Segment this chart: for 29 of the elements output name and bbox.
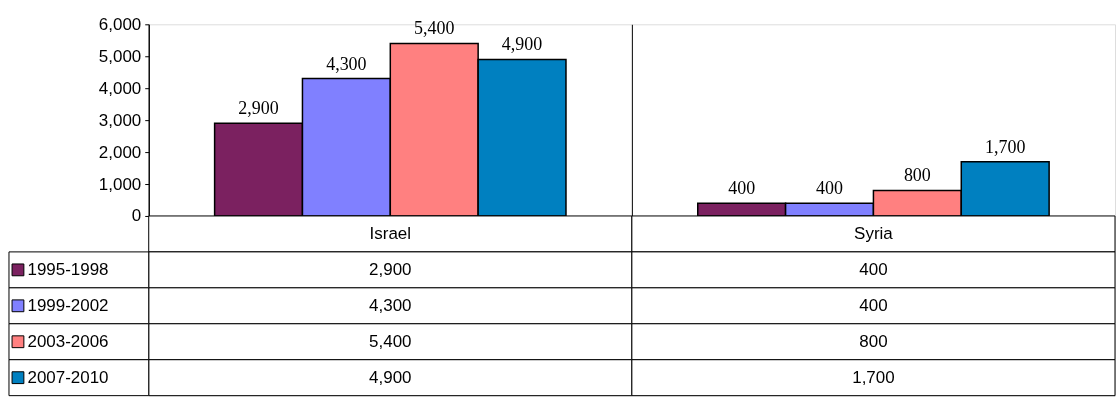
- data-label: 800: [859, 331, 888, 351]
- text: 4,300: [326, 53, 367, 74]
- text: 5,400: [414, 18, 455, 39]
- x-tick-label: Syria: [854, 223, 894, 243]
- data-label: 400: [859, 259, 888, 279]
- data-label: 4,900: [369, 367, 412, 387]
- text: 400: [816, 178, 843, 199]
- text: 800: [903, 165, 931, 186]
- data-label: 400: [859, 295, 888, 315]
- text: 400: [728, 178, 756, 199]
- data-label: 2,900: [369, 259, 412, 279]
- y-tick-label: 0: [131, 206, 142, 226]
- y-tick-label: 3,000: [98, 110, 142, 130]
- legend-label: 1999-2002: [27, 295, 109, 315]
- text: 4,900: [501, 34, 543, 55]
- y-tick-label: 2,000: [98, 142, 142, 162]
- y-tick-label: 1,000: [98, 174, 142, 194]
- data-label: 5,400: [369, 331, 412, 351]
- legend-label: 1995-1998: [27, 259, 109, 279]
- legend-label: 2003-2006: [27, 331, 109, 351]
- y-tick-label: 4,000: [98, 78, 142, 98]
- data-label: 4,300: [369, 295, 412, 315]
- y-tick-label: 6,000: [98, 14, 142, 34]
- text: 2,900: [238, 98, 279, 119]
- data-label: 1,700: [852, 367, 895, 387]
- y-tick-label: 5,000: [98, 46, 142, 66]
- legend-label: 2007-2010: [27, 367, 109, 387]
- text: 1,700: [985, 136, 1026, 157]
- x-tick-label: Israel: [369, 223, 412, 243]
